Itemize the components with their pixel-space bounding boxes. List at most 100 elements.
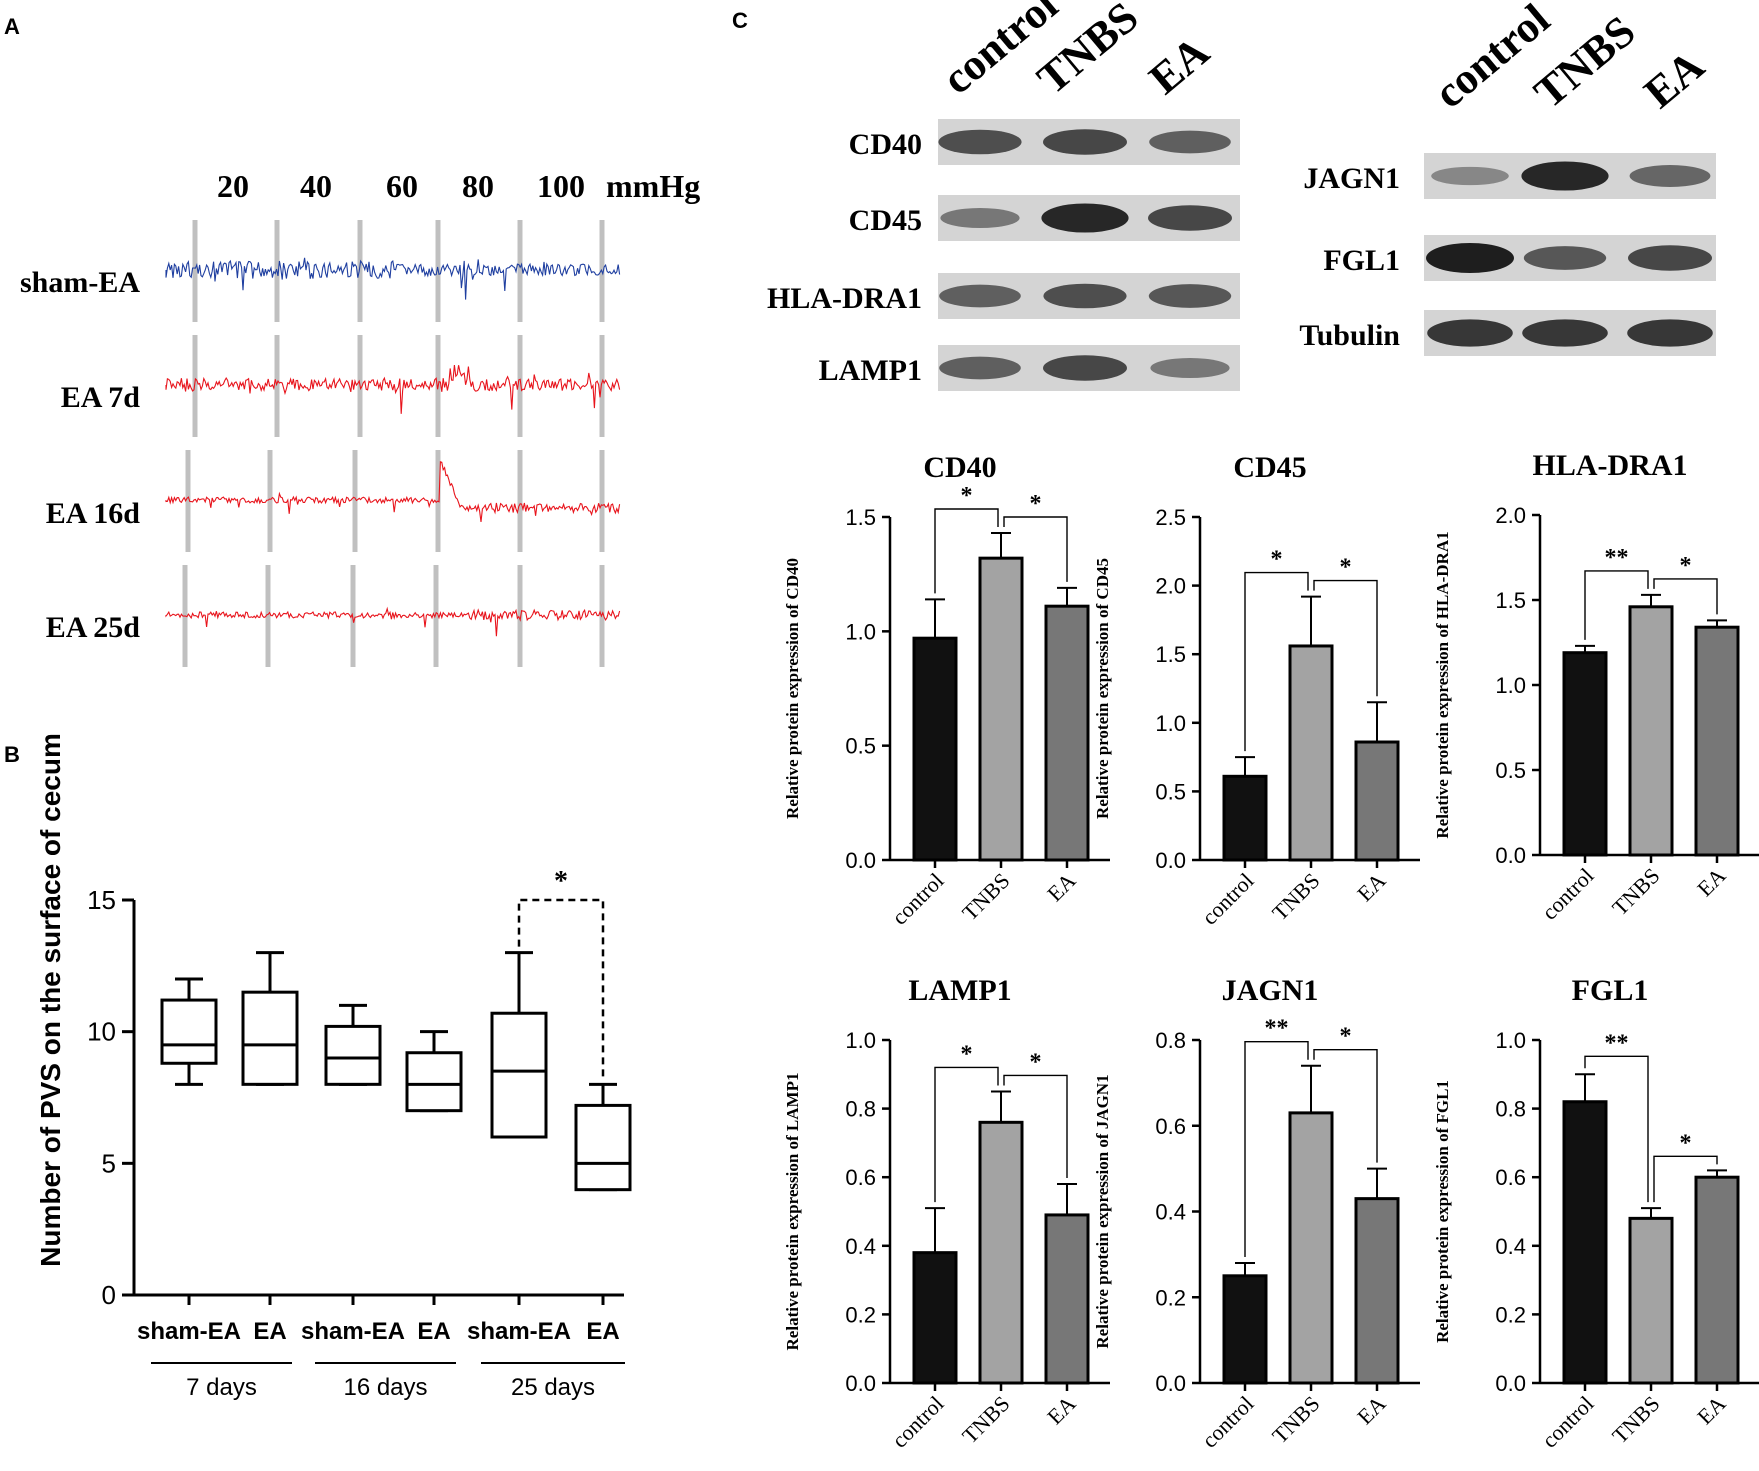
blot-left-band-0-1 (1043, 129, 1127, 155)
hla-bar-2 (1694, 625, 1740, 857)
blot-right-band-2-1 (1522, 319, 1608, 347)
blot-right-band-2-0 (1427, 319, 1513, 347)
pressure-label-20: 20 (217, 168, 249, 204)
boxplot-xtick-label-2: sham-EA (301, 1318, 405, 1345)
blot-right-row-label-0: JAGN1 (1303, 162, 1400, 195)
blot-right-band-1-2 (1628, 245, 1712, 271)
box-2 (324, 1024, 382, 1086)
cd40-sig-bracket-0 (934, 508, 999, 594)
cd45-sig-label-1: * (1340, 555, 1352, 581)
pressure-labels: 20 40 60 80 100 mmHg (217, 168, 700, 204)
pressure-unit: mmHg (606, 168, 700, 204)
fgl1-bar-2 (1694, 1175, 1740, 1385)
lamp1-ytick-label-0: 0.0 (845, 1371, 876, 1396)
blot-left-band-0-0 (938, 129, 1022, 155)
hla-ytick-label-0: 0.0 (1495, 843, 1526, 868)
lamp1-bar-2 (1044, 1213, 1090, 1385)
jagn1-xtick-label-1: TNBS (1267, 1391, 1324, 1448)
fgl1-ytick-label-2: 0.4 (1495, 1234, 1526, 1259)
cd45-sig-bracket-1 (1313, 579, 1378, 697)
boxplot-xtick-label-5: EA (586, 1318, 619, 1345)
hla-sig-label-1: * (1680, 553, 1692, 579)
fgl1-ytick-label-1: 0.2 (1495, 1302, 1526, 1327)
blot-left-band-3-0 (939, 356, 1021, 380)
fgl1-sig-bracket-0 (1584, 1055, 1649, 1203)
boxplot-xtick-label-0: sham-EA (137, 1318, 241, 1345)
jagn1-sig-label-0: ** (1265, 1016, 1289, 1042)
boxplot-xtick-label-1: EA (253, 1318, 286, 1345)
blot-left-row-label-2: HLA-DRA1 (767, 282, 922, 315)
trace-label-sham-ea: sham-EA (20, 266, 140, 299)
boxplot-significance-bracket (517, 898, 605, 1079)
trace-label-ea-7d: EA 7d (61, 381, 141, 414)
fgl1-ylabel: Relative protein expression of FGL1 (1433, 1080, 1452, 1343)
cd45-bar-1 (1288, 644, 1334, 862)
hla-xtick-label-2: EA (1692, 863, 1730, 901)
fgl1-bar-1 (1628, 1216, 1674, 1385)
box-1 (241, 990, 299, 1086)
blot-right-band-1-1 (1523, 246, 1607, 270)
cd40-ytick-label-1: 0.5 (845, 734, 876, 759)
cd45-xtick-label-1: TNBS (1267, 868, 1324, 925)
fgl1-ytick-label-3: 0.6 (1495, 1165, 1526, 1190)
pressure-label-60: 60 (386, 168, 418, 204)
lamp1-sig-label-1: * (1030, 1049, 1042, 1075)
fgl1-title: FGL1 (1572, 974, 1649, 1007)
fgl1-xtick-label-0: control (1537, 1391, 1599, 1453)
blot-left-band-2-0 (939, 284, 1021, 308)
blot-left-row-label-1: CD45 (849, 204, 922, 237)
blot-left-band-2-1 (1043, 283, 1127, 309)
fgl1-sig-bracket-1 (1653, 1155, 1718, 1203)
hla-xtick-label-0: control (1537, 863, 1599, 925)
blot-right-row-label-2: Tubulin (1299, 319, 1400, 352)
blot-right-band-1-0 (1426, 243, 1514, 273)
boxplot-significance-star: * (554, 866, 568, 897)
boxplot-ytick-label-1: 5 (102, 1148, 116, 1178)
blot-left-band-0-2 (1149, 130, 1231, 154)
cd40-bar-1 (978, 556, 1024, 862)
cd45-ytick-label-1: 0.5 (1155, 779, 1186, 804)
pressure-label-40: 40 (300, 168, 332, 204)
blot-right-band-0-0 (1431, 166, 1509, 186)
cd45-title: CD45 (1233, 451, 1306, 484)
fgl1-sig-label-0: ** (1605, 1030, 1629, 1056)
fgl1-xtick-label-2: EA (1692, 1391, 1730, 1429)
boxplot-group-label-1: 16 days (343, 1374, 427, 1401)
jagn1-xtick-label-0: control (1197, 1391, 1259, 1453)
boxplot-xtick-label-3: EA (417, 1318, 450, 1345)
lamp1-ytick-label-5: 1.0 (845, 1028, 876, 1053)
lamp1-ytick-label-4: 0.8 (845, 1097, 876, 1122)
cd45-ytick-label-5: 2.5 (1155, 505, 1186, 530)
cd40-sig-label-0: * (961, 483, 973, 509)
lamp1-xtick-label-2: EA (1042, 1391, 1080, 1429)
cd45-ytick-label-4: 2.0 (1155, 574, 1186, 599)
lamp1-sig-bracket-1 (1003, 1074, 1068, 1179)
lamp1-bar-1 (978, 1120, 1024, 1385)
cd45-xtick-label-2: EA (1352, 868, 1390, 906)
blot-left-band-3-1 (1043, 355, 1127, 381)
cd40-bar-2 (1044, 604, 1090, 862)
cd40-title: CD40 (923, 451, 996, 484)
hla-bar-1 (1628, 605, 1674, 857)
cd45-ylabel: Relative protein expression of CD45 (1093, 558, 1112, 819)
hla-sig-bracket-0 (1584, 570, 1649, 640)
blot-right-band-0-1 (1521, 161, 1609, 191)
lamp1-ytick-label-1: 0.2 (845, 1302, 876, 1327)
lamp1-bar-0 (912, 1251, 958, 1385)
trace-labels: sham-EA EA 7d EA 16d EA 25d (20, 266, 140, 644)
hla-bar-0 (1562, 651, 1608, 857)
trace-label-ea-25d: EA 25d (46, 611, 141, 644)
boxplot-ytick-label-3: 15 (87, 885, 116, 915)
boxplot-group-label-2: 25 days (511, 1374, 595, 1401)
blot-right-band-2-2 (1627, 319, 1713, 347)
jagn1-ytick-label-0: 0.0 (1155, 1371, 1186, 1396)
cd45-ytick-label-3: 1.5 (1155, 642, 1186, 667)
lamp1-ytick-label-3: 0.6 (845, 1165, 876, 1190)
trace-2 (165, 461, 621, 522)
jagn1-ylabel: Relative protein expression of JAGN1 (1093, 1074, 1112, 1348)
trace-1 (165, 365, 621, 414)
hla-ytick-label-2: 1.0 (1495, 673, 1526, 698)
fgl1-ytick-label-0: 0.0 (1495, 1371, 1526, 1396)
panel-letter-a: A (4, 14, 20, 39)
